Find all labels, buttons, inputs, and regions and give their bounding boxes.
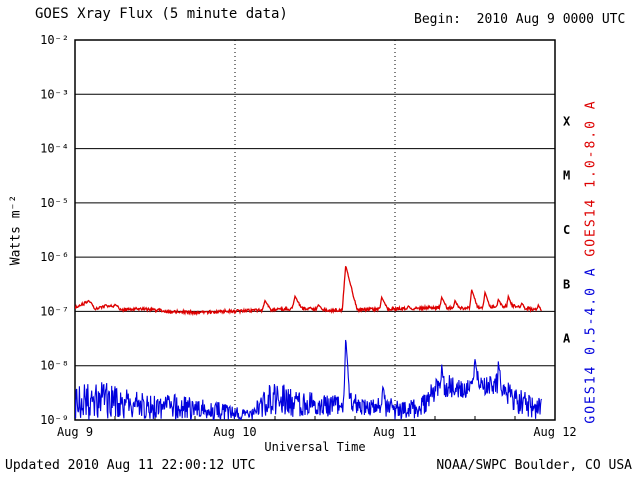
updated-timestamp: Updated 2010 Aug 11 22:00:12 UTC [5, 458, 256, 473]
y-tick-label: 10⁻⁷ [40, 304, 69, 318]
begin-label: Begin: 2010 Aug 9 0000 UTC [414, 12, 626, 27]
y-tick-label: 10⁻⁵ [40, 196, 69, 210]
series-path-short [75, 339, 543, 420]
y-tick-label: 10⁻⁴ [40, 142, 69, 156]
y-tick-label: 10⁻³ [40, 87, 69, 101]
y-tick-label: 10⁻⁸ [40, 359, 69, 373]
series-group [75, 265, 543, 420]
flare-class-label: C [563, 223, 570, 237]
y-tick-label: 10⁻⁹ [40, 413, 69, 427]
series-label-short-channel: GOES14 0.5-4.0 A [583, 266, 599, 424]
y-axis-label: Watts m⁻² [8, 194, 24, 266]
flare-class-label: B [563, 277, 570, 291]
flare-class-label: M [563, 169, 570, 183]
flare-class-label: A [563, 332, 571, 346]
source-credit: NOAA/SWPC Boulder, CO USA [436, 458, 632, 473]
x-tick-label: Aug 12 [533, 425, 576, 439]
flare-class-label: X [563, 114, 571, 128]
x-axis-label: Universal Time [264, 440, 366, 454]
x-tick-label: Aug 11 [373, 425, 416, 439]
series-path-long [75, 265, 542, 317]
series-label-long-channel: GOES14 1.0-8.0 A [583, 99, 599, 257]
x-tick-label: Aug 10 [213, 425, 256, 439]
x-tick-label: Aug 9 [57, 425, 93, 439]
plot-frame [74, 39, 556, 421]
chart-title: GOES Xray Flux (5 minute data) [35, 6, 288, 22]
y-tick-label: 10⁻² [40, 33, 69, 47]
y-tick-label: 10⁻⁶ [40, 250, 69, 264]
